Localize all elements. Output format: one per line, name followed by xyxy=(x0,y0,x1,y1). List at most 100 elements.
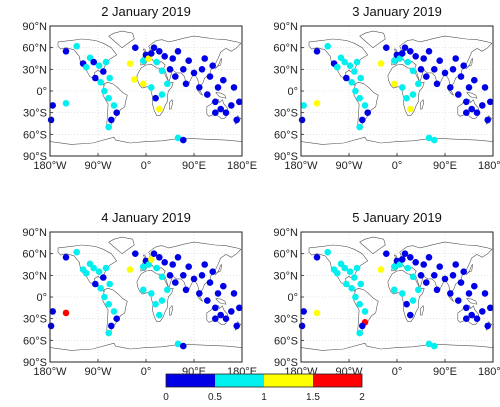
station-point xyxy=(449,66,457,73)
station-point xyxy=(404,264,412,272)
station-point xyxy=(198,272,206,279)
station-point xyxy=(174,134,182,142)
land-outline xyxy=(169,99,173,110)
station-point xyxy=(473,109,481,116)
station-point xyxy=(102,264,110,272)
station-point xyxy=(174,253,182,261)
station-point xyxy=(431,342,438,350)
station-point xyxy=(185,263,192,271)
station-point xyxy=(399,84,406,91)
colorbar-segment xyxy=(313,374,362,387)
station-point xyxy=(198,66,206,73)
lat-tick-label: 60°N xyxy=(22,43,47,55)
lat-tick-label: 90°N xyxy=(273,227,298,239)
station-point xyxy=(356,94,364,102)
land-outline xyxy=(387,64,425,116)
station-point xyxy=(377,266,385,273)
lon-tick-label: 180°E xyxy=(227,160,257,172)
land-outline xyxy=(359,30,386,49)
station-point xyxy=(351,68,358,75)
station-point xyxy=(95,62,103,69)
station-point xyxy=(334,269,341,277)
land-outline xyxy=(108,236,135,254)
station-point xyxy=(341,264,349,272)
station-point xyxy=(190,275,198,283)
land-outline xyxy=(215,264,222,275)
station-point xyxy=(185,57,192,64)
station-point xyxy=(222,315,230,323)
station-point xyxy=(298,116,306,124)
station-point xyxy=(452,261,460,268)
station-point xyxy=(169,261,176,268)
station-point xyxy=(343,280,350,288)
station-point xyxy=(148,256,155,263)
land-outline xyxy=(301,342,493,362)
station-point xyxy=(212,109,219,116)
station-point xyxy=(101,293,108,301)
station-point xyxy=(447,84,454,91)
station-point xyxy=(465,290,473,297)
colorbar-tick-label: 1 xyxy=(261,392,267,403)
station-point xyxy=(172,279,179,286)
station-point xyxy=(433,80,441,88)
station-point xyxy=(407,48,414,55)
station-point xyxy=(357,74,365,82)
lat-tick-label: 60°S xyxy=(274,129,298,141)
station-point xyxy=(83,63,90,71)
lat-tick-label: 0° xyxy=(36,292,47,304)
station-point xyxy=(409,91,417,98)
station-point xyxy=(212,315,219,323)
station-point xyxy=(383,44,390,51)
colorbar-segment xyxy=(215,374,264,387)
station-point xyxy=(158,91,166,98)
station-point xyxy=(49,308,56,315)
station-point xyxy=(346,62,354,69)
station-point xyxy=(105,329,112,337)
station-point xyxy=(164,80,171,88)
station-point xyxy=(348,79,356,86)
station-point xyxy=(409,67,417,75)
station-point xyxy=(399,50,406,57)
station-point xyxy=(113,109,120,116)
station-point xyxy=(357,280,365,288)
lon-tick-label: 0° xyxy=(392,160,403,172)
station-point xyxy=(433,286,441,294)
station-point xyxy=(449,272,457,279)
station-point xyxy=(86,260,94,268)
station-point xyxy=(152,94,159,102)
station-point xyxy=(313,309,321,317)
station-point xyxy=(465,84,473,91)
lon-tick-label: 90°E xyxy=(182,160,206,172)
station-point xyxy=(217,311,224,319)
lon-tick-label: 0° xyxy=(141,366,152,378)
station-point xyxy=(132,250,139,257)
station-point xyxy=(460,268,468,276)
station-point xyxy=(73,248,80,256)
land-outline xyxy=(420,99,425,110)
colorbar-segment xyxy=(264,374,313,387)
station-point xyxy=(73,42,80,50)
station-point xyxy=(169,55,176,62)
station-point xyxy=(431,66,438,73)
lat-tick-label: 60°N xyxy=(273,43,298,55)
station-point xyxy=(391,80,398,88)
station-point xyxy=(457,279,465,286)
station-point xyxy=(484,322,492,330)
lat-tick-label: 60°N xyxy=(273,249,298,261)
station-point xyxy=(468,311,476,319)
station-point xyxy=(399,290,406,297)
station-point xyxy=(164,286,171,294)
station-point xyxy=(359,322,366,330)
station-point xyxy=(206,73,214,80)
station-point xyxy=(346,268,354,276)
station-point xyxy=(101,87,108,95)
station-point xyxy=(420,55,428,62)
station-point xyxy=(407,311,414,319)
station-point xyxy=(353,264,361,272)
station-point xyxy=(196,290,203,297)
station-point xyxy=(417,66,425,73)
land-outline xyxy=(420,305,425,316)
land-outline xyxy=(301,136,493,156)
station-point xyxy=(391,286,398,294)
